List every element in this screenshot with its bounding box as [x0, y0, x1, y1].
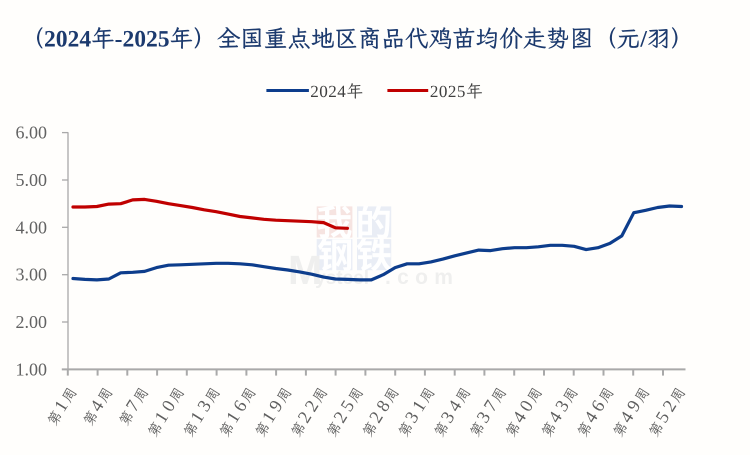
svg-text:6.00: 6.00 [16, 123, 48, 143]
svg-text:5.00: 5.00 [16, 170, 48, 190]
svg-text:3.00: 3.00 [16, 265, 48, 285]
svg-text:1.00: 1.00 [16, 359, 48, 379]
svg-text:2.00: 2.00 [16, 312, 48, 332]
svg-text:4.00: 4.00 [16, 217, 48, 237]
